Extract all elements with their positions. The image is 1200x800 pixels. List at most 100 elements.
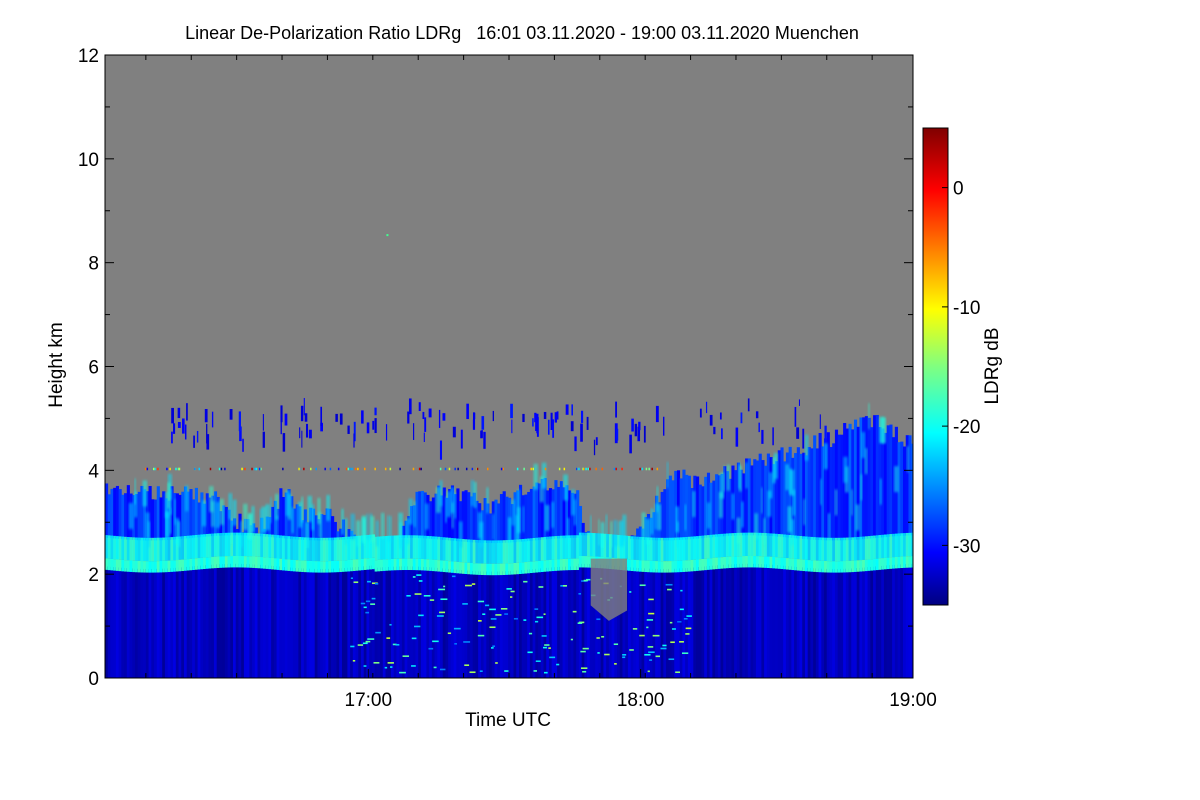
melting-band — [156, 561, 160, 573]
melting-band — [676, 560, 681, 573]
rain-speck — [462, 603, 468, 605]
noise-speck — [220, 467, 223, 471]
ice-streak — [610, 521, 613, 548]
snow-column — [284, 535, 288, 560]
rain-column — [325, 568, 329, 678]
rain-speck — [534, 620, 539, 623]
rain-speck — [533, 670, 537, 672]
ice-column — [829, 446, 833, 541]
melting-band — [159, 561, 163, 573]
melting-band — [173, 560, 177, 572]
rain-column — [894, 564, 898, 678]
upper-ice-fragment — [300, 405, 304, 422]
melting-band — [124, 560, 128, 572]
rain-speck — [679, 608, 684, 611]
melting-band — [527, 561, 531, 574]
snow-column — [881, 534, 885, 559]
snow-column — [369, 534, 373, 559]
ice-streak — [567, 518, 570, 544]
ice-column — [690, 488, 694, 540]
rain-speck — [680, 589, 683, 592]
rain-column — [813, 568, 817, 678]
upper-ice-fragment — [184, 424, 187, 440]
snow-column — [132, 537, 136, 561]
melting-band — [467, 562, 471, 575]
rain-column — [445, 568, 449, 678]
ice-column — [666, 479, 670, 541]
snow-column — [167, 537, 171, 561]
rain-column — [576, 566, 580, 678]
ice-column — [824, 438, 828, 541]
rain-column — [766, 564, 770, 678]
melting-band — [224, 556, 228, 568]
ice-streak — [517, 489, 521, 516]
ice-column — [513, 492, 517, 543]
snow-column — [175, 536, 179, 561]
upper-ice-fragment — [580, 410, 584, 423]
ice-column — [497, 503, 501, 543]
snow-column — [769, 533, 773, 557]
melting-band — [649, 560, 653, 573]
rain-speck — [681, 652, 689, 655]
upper-ice-fragment — [418, 402, 421, 411]
snow-column — [440, 537, 444, 561]
rain-column — [480, 571, 484, 678]
melting-band — [715, 557, 719, 570]
ice-column — [224, 506, 228, 536]
upper-ice-fragment — [511, 419, 513, 434]
rain-speck — [648, 651, 655, 654]
noise-speck — [282, 467, 284, 471]
snow-column — [581, 532, 585, 557]
ice-column — [303, 509, 307, 540]
ice-streak — [318, 512, 322, 539]
upper-ice-fragment — [772, 427, 774, 446]
snow-column — [107, 535, 111, 559]
noise-speck — [152, 467, 155, 471]
rain-column — [745, 563, 749, 678]
ice-column — [837, 434, 841, 541]
noise-speck — [389, 467, 392, 471]
melting-band — [341, 560, 346, 572]
ice-streak — [656, 486, 659, 513]
snow-column — [870, 535, 874, 560]
noise-speck — [558, 467, 561, 471]
upper-ice-fragment — [556, 411, 559, 420]
melting-band — [725, 556, 730, 569]
rain-column — [826, 568, 830, 678]
rain-speck — [580, 650, 586, 653]
snow-column — [124, 536, 128, 561]
rain-column — [595, 564, 599, 678]
rain-speck — [527, 651, 533, 654]
snow-column — [638, 536, 642, 561]
snow-column — [431, 536, 435, 560]
melting-band — [576, 558, 580, 571]
ice-streak — [307, 495, 312, 522]
melting-band — [524, 562, 528, 574]
noise-speck — [224, 467, 226, 471]
melting-band — [521, 562, 525, 574]
snow-column — [396, 535, 400, 559]
rain-speck — [572, 610, 577, 613]
snow-column — [701, 535, 705, 559]
ice-column — [159, 497, 163, 541]
rain-column — [611, 565, 615, 678]
rain-column — [883, 565, 888, 678]
rain-column — [467, 570, 471, 678]
rain-column — [848, 568, 852, 678]
snow-column — [320, 537, 324, 562]
ice-column — [418, 491, 422, 539]
snow-column — [483, 540, 487, 564]
rain-column — [818, 568, 822, 678]
rain-speck — [510, 590, 515, 593]
snow-column — [205, 533, 209, 558]
snow-column — [799, 536, 803, 560]
noise-speck — [502, 467, 505, 471]
ice-streak — [174, 498, 177, 525]
snow-column — [230, 532, 234, 557]
melting-band — [745, 556, 749, 568]
rain-speck — [412, 576, 416, 578]
snow-column — [676, 537, 681, 561]
upper-ice-fragment — [637, 426, 641, 442]
rain-column — [192, 566, 196, 678]
snow-column — [772, 533, 776, 557]
